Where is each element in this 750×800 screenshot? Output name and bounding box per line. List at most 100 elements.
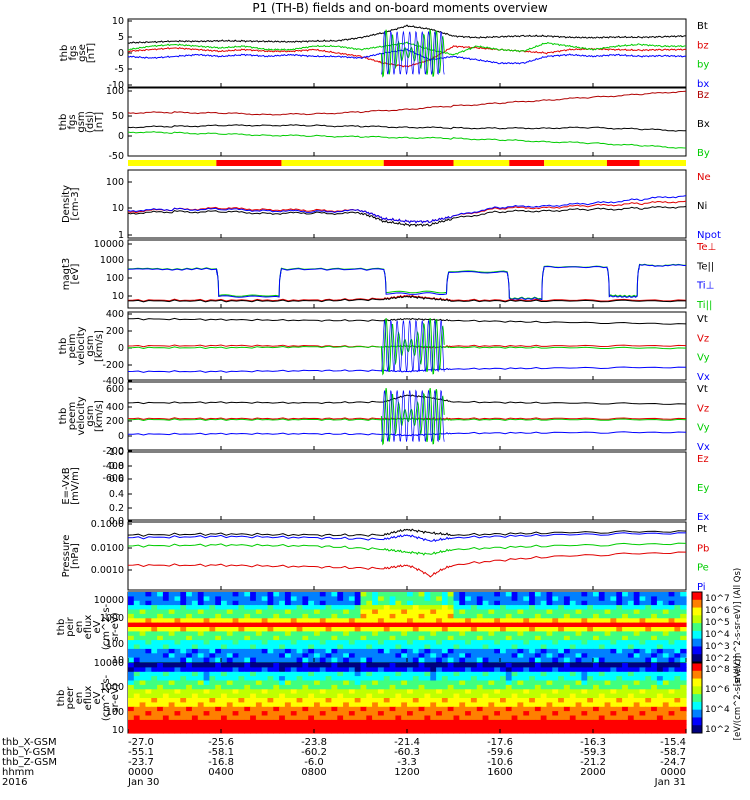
- spectrogram-cell: [197, 715, 205, 721]
- spectrogram-cell: [581, 613, 588, 619]
- spectrogram-cell: [505, 644, 513, 650]
- spectrogram-cell: [226, 684, 234, 690]
- spectrogram-cell: [284, 640, 292, 646]
- spectrogram-cell: [575, 627, 582, 632]
- spectrogram-cell: [180, 653, 187, 659]
- spectrogram-cell: [238, 684, 245, 690]
- spectrogram-cell: [534, 698, 542, 703]
- spectrogram-cell: [238, 728, 245, 734]
- spectrogram-cell: [645, 715, 652, 721]
- spectrogram-cell: [325, 719, 332, 725]
- spectrogram-cell: [302, 592, 309, 597]
- spectrogram-cell: [575, 680, 582, 686]
- spectrogram-cell: [250, 719, 257, 725]
- spectrogram-cell: [453, 653, 460, 659]
- spectrogram-cell: [616, 613, 623, 619]
- spectrogram-cell: [674, 627, 681, 632]
- spectrogram-cell: [162, 653, 170, 659]
- spectrogram-cell: [337, 592, 344, 597]
- spectrogram-cell: [168, 640, 176, 646]
- spectrogram-cell: [354, 715, 362, 721]
- spectrogram-cell: [151, 663, 158, 668]
- y-tick-label: 0.0: [109, 516, 124, 527]
- spectrogram-cell: [482, 724, 489, 730]
- spectrogram-cell: [174, 663, 181, 668]
- y-axis-label: gsm: [85, 335, 96, 356]
- spectrogram-cell: [558, 724, 565, 730]
- spectrogram-cell: [354, 724, 362, 730]
- spectrogram-cell: [575, 671, 582, 677]
- spectrogram-cell: [680, 671, 687, 677]
- spectrogram-cell: [610, 706, 617, 712]
- spectrogram-cell: [517, 600, 524, 606]
- spectrogram-cell: [523, 600, 530, 606]
- spectrogram-cell: [633, 653, 641, 659]
- spectrogram-cell: [662, 702, 670, 708]
- spectrogram-cell: [418, 680, 425, 686]
- spectrogram-cell: [133, 622, 141, 628]
- spectrogram-cell: [337, 698, 344, 703]
- spectrogram-cell: [331, 631, 338, 637]
- spectrogram-cell: [395, 592, 402, 597]
- spectrogram-cell: [639, 653, 646, 659]
- spectrogram-cell: [360, 627, 367, 632]
- spectrogram-cell: [191, 719, 199, 725]
- spectrogram-cell: [279, 719, 286, 725]
- spectrogram-cell: [482, 605, 489, 611]
- spectrogram-cell: [395, 613, 402, 619]
- spectrogram-cell: [343, 592, 350, 597]
- colorbar-swatch: [692, 646, 702, 655]
- spectrogram-cell: [476, 592, 484, 597]
- spectrogram-cell: [627, 680, 635, 686]
- spectrogram-cell: [395, 657, 402, 663]
- spectrogram-cell: [162, 711, 170, 717]
- spectrogram-cell: [412, 635, 420, 641]
- spectrogram-cell: [261, 618, 269, 624]
- colorbar-swatch: [692, 654, 702, 663]
- spectrogram-cell: [395, 596, 402, 602]
- spectrogram-cell: [587, 622, 594, 628]
- spectrogram-cell: [656, 640, 664, 646]
- spectrogram-cell: [581, 728, 588, 734]
- spectrogram-cell: [651, 711, 658, 717]
- spectrogram-cell: [569, 627, 577, 632]
- spectrogram-cell: [534, 702, 542, 708]
- spectrogram-cell: [174, 609, 181, 615]
- spectrogram-cell: [273, 667, 280, 673]
- spectrogram-cell: [476, 622, 484, 628]
- spectrogram-cell: [482, 689, 489, 695]
- spectrogram-cell: [314, 609, 321, 615]
- spectrogram-cell: [587, 698, 594, 703]
- spectrogram-cell: [639, 728, 646, 734]
- spectrogram-cell: [366, 693, 373, 699]
- spectrogram-cell: [593, 605, 600, 611]
- spectrogram-cell: [168, 706, 176, 712]
- spectrogram-cell: [424, 613, 431, 619]
- spectrogram-cell: [250, 702, 257, 708]
- spectrogram-cell: [430, 600, 437, 606]
- spectrogram-cell: [337, 728, 344, 734]
- spectrogram-cell: [674, 618, 681, 624]
- spectrogram-cell: [453, 680, 460, 686]
- spectrogram-cell: [581, 592, 588, 597]
- spectrogram-cell: [162, 618, 170, 624]
- spectrogram-cell: [529, 644, 536, 650]
- spectrogram-cell: [331, 711, 338, 717]
- spectrogram-cell: [186, 706, 193, 712]
- spectrogram-cell: [151, 653, 158, 659]
- spectrogram-cell: [418, 592, 425, 597]
- spectrogram-cell: [319, 627, 327, 632]
- spectrogram-cell: [453, 693, 460, 699]
- spectrogram-cell: [389, 640, 396, 646]
- spectrogram-cell: [401, 605, 408, 611]
- spectrogram-cell: [616, 600, 623, 606]
- spectrogram-cell: [575, 622, 582, 628]
- spectrogram-cell: [441, 724, 449, 730]
- spectrogram-cell: [290, 724, 298, 730]
- spectrogram-cell: [191, 609, 199, 615]
- spectrogram-cell: [319, 702, 327, 708]
- spectrogram-cell: [552, 724, 559, 730]
- spectrogram-cell: [645, 680, 652, 686]
- spectrogram-cell: [191, 698, 199, 703]
- spectrogram-cell: [540, 715, 548, 721]
